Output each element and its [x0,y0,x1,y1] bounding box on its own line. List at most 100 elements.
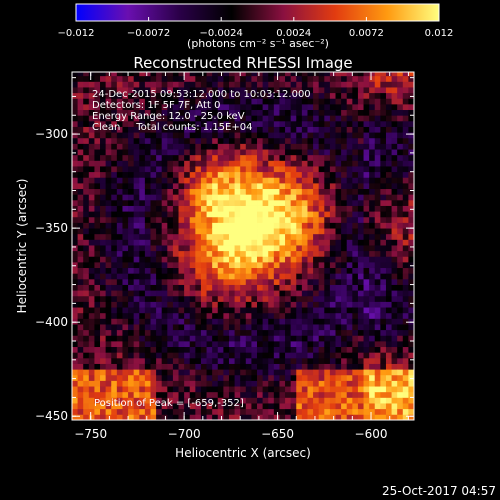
heatmap-cell [94,363,101,370]
heatmap-cell [217,273,224,280]
heatmap-cell [391,273,398,280]
heatmap-cell [251,256,258,263]
heatmap-cell [161,250,168,257]
heatmap-cell [324,403,331,410]
heatmap-cell [307,166,314,173]
heatmap-cell [195,154,202,161]
heatmap-cell [369,239,376,246]
heatmap-cell [335,278,342,285]
heatmap-cell [195,374,202,381]
heatmap-cell [133,81,140,88]
heatmap-cell [144,335,151,342]
heatmap-cell [167,87,174,94]
heatmap-cell [374,290,381,297]
heatmap-cell [374,120,381,127]
heatmap-cell [296,250,303,257]
heatmap-cell [234,228,241,235]
heatmap-cell [212,295,219,302]
heatmap-cell [189,199,196,206]
heatmap-cell [391,352,398,359]
heatmap-cell [128,87,135,94]
heatmap-cell [150,137,157,144]
heatmap-cell [408,120,414,127]
heatmap-cell [206,284,213,291]
heatmap-cell [257,166,264,173]
heatmap-cell [245,72,252,77]
heatmap-cell [329,290,336,297]
heatmap-cell [228,188,235,195]
heatmap-cell [234,205,241,212]
heatmap-cell [72,205,79,212]
heatmap-cell [161,403,168,410]
heatmap-cell [285,81,292,88]
heatmap-cell [72,329,79,336]
heatmap-cell [161,380,168,387]
heatmap-cell [77,72,84,77]
heatmap-cell [139,340,146,348]
heatmap-cell [240,340,247,348]
heatmap-cell [184,414,191,420]
heatmap-cell [391,324,398,331]
heatmap-cell [72,188,79,195]
heatmap-cell [296,143,303,150]
heatmap-cell [290,301,297,308]
heatmap-cell [150,199,157,206]
heatmap-cell [352,284,359,291]
heatmap-cell [150,324,157,331]
heatmap-cell [307,352,314,359]
heatmap-cell [352,149,359,156]
heatmap-cell [94,109,101,116]
heatmap-cell [195,166,202,173]
heatmap-cell [122,75,129,82]
heatmap-cell [189,115,196,122]
heatmap-cell [357,211,364,218]
heatmap-cell [156,245,163,252]
heatmap-cell [195,120,202,127]
heatmap-cell [273,329,280,336]
heatmap-cell [184,374,191,381]
heatmap-cell [408,386,414,393]
heatmap-cell [335,228,342,235]
heatmap-cell [178,363,185,370]
heatmap-cell [408,318,414,325]
heatmap-cell [268,363,275,370]
heatmap-cell [128,267,135,274]
heatmap-cell [122,154,129,161]
heatmap-cell [172,397,179,404]
heatmap-cell [234,324,241,331]
heatmap-cell [251,92,258,99]
heatmap-cell [212,261,219,269]
heatmap-cell [105,115,112,122]
heatmap-cell [128,374,135,381]
heatmap-cell [178,216,185,223]
heatmap-cell [234,109,241,116]
heatmap-cell [369,346,376,353]
heatmap-cell [172,222,179,229]
heatmap-cell [172,199,179,206]
heatmap-cell [172,92,179,99]
heatmap-cell [301,166,308,173]
heatmap-cell [212,72,219,77]
heatmap-cell [133,284,140,291]
heatmap-cell [100,194,107,201]
heatmap-cell [167,380,174,387]
heatmap-cell [346,278,353,285]
heatmap-cell [83,233,90,240]
heatmap-cell [206,374,213,381]
heatmap-cell [94,301,101,308]
heatmap-cell [257,154,264,161]
heatmap-cell [341,143,348,150]
heatmap-cell [408,182,414,190]
heatmap-cell [262,261,269,269]
heatmap-cell [262,171,269,178]
heatmap-cell [262,307,269,314]
heatmap-cell [391,397,398,404]
heatmap-cell [128,239,135,246]
heatmap-cell [228,307,235,314]
heatmap-cell [290,318,297,325]
heatmap-cell [189,256,196,263]
heatmap-cell [257,261,264,269]
heatmap-cell [184,312,191,319]
heatmap-cell [268,166,275,173]
heatmap-cell [307,369,314,376]
